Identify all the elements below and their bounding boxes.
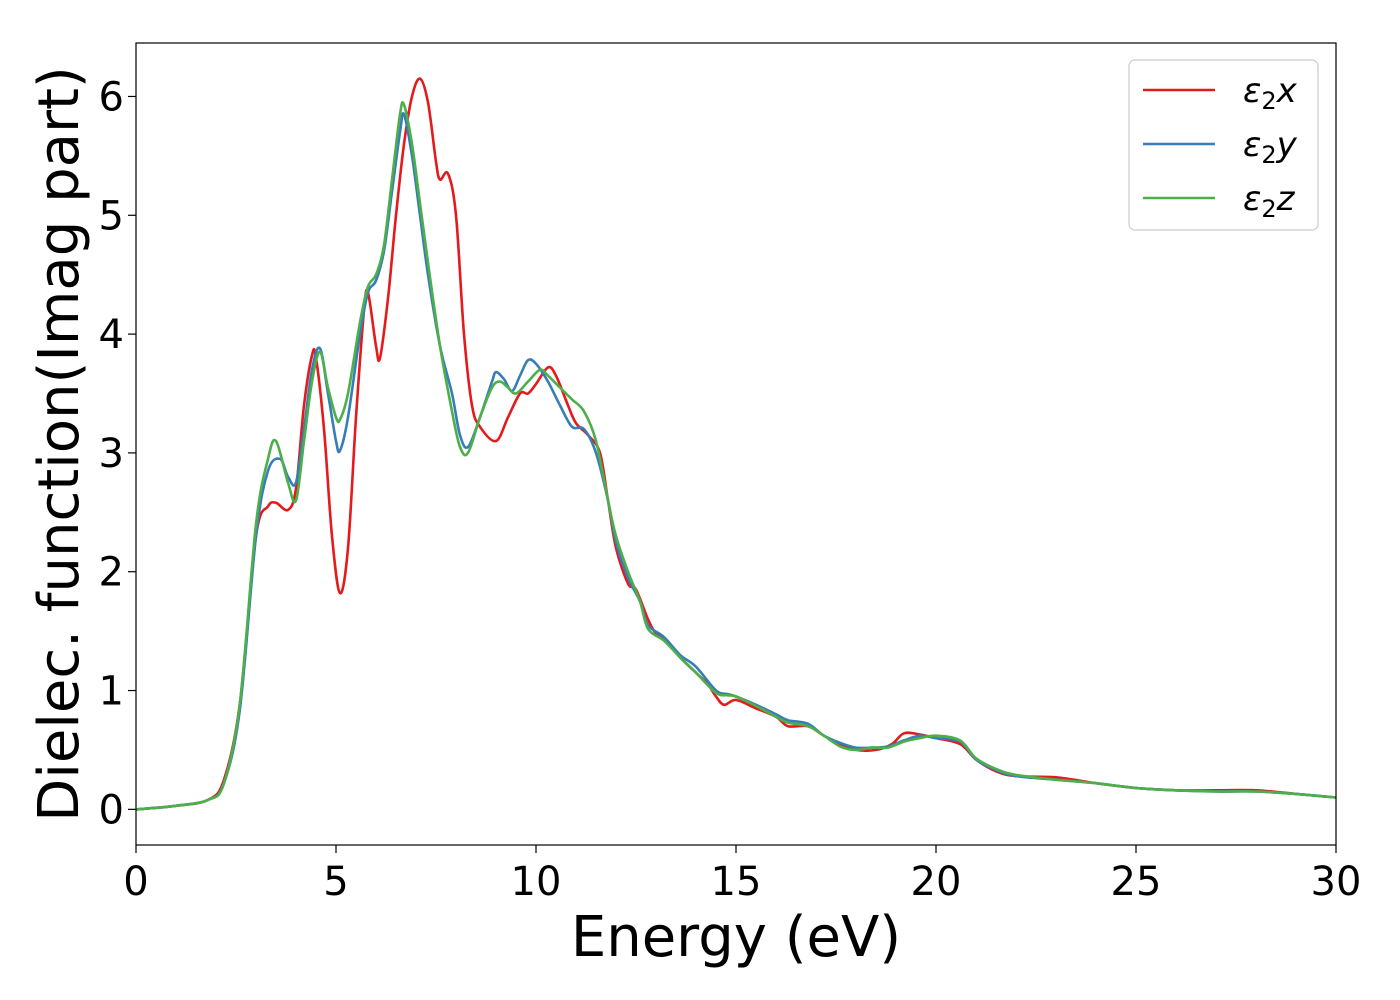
x-tick-label: 10 <box>511 859 562 905</box>
legend-label-z: ε2z <box>1243 179 1296 223</box>
y-tick-label: 5 <box>99 193 124 239</box>
x-axis: 0 5 10 15 20 25 30 <box>123 845 1361 905</box>
x-tick-label: 5 <box>323 859 348 905</box>
x-tick-label: 15 <box>711 859 762 905</box>
y-axis: 0 1 2 3 4 5 6 <box>99 74 136 833</box>
y-tick-label: 2 <box>99 550 124 596</box>
x-tick-label: 25 <box>1111 859 1162 905</box>
legend: ε2x ε2y ε2z <box>1128 59 1319 231</box>
series-line-z <box>135 101 1337 811</box>
legend-label-y: ε2y <box>1243 125 1298 169</box>
x-tick-label: 20 <box>911 859 962 905</box>
y-tick-label: 4 <box>99 312 124 358</box>
legend-box <box>1128 59 1319 231</box>
series-line-x <box>135 77 1337 811</box>
x-tick-label: 30 <box>1311 859 1362 905</box>
y-axis-label: Dielec. function(Imag part) <box>27 66 92 822</box>
legend-label-x: ε2x <box>1243 71 1298 115</box>
x-axis-label: Energy (eV) <box>571 905 901 970</box>
x-tick-label: 0 <box>123 859 148 905</box>
series-layer <box>135 77 1337 811</box>
y-tick-label: 0 <box>99 787 124 833</box>
y-tick-label: 1 <box>99 669 124 715</box>
y-tick-label: 6 <box>99 74 124 120</box>
y-tick-label: 3 <box>99 431 124 477</box>
